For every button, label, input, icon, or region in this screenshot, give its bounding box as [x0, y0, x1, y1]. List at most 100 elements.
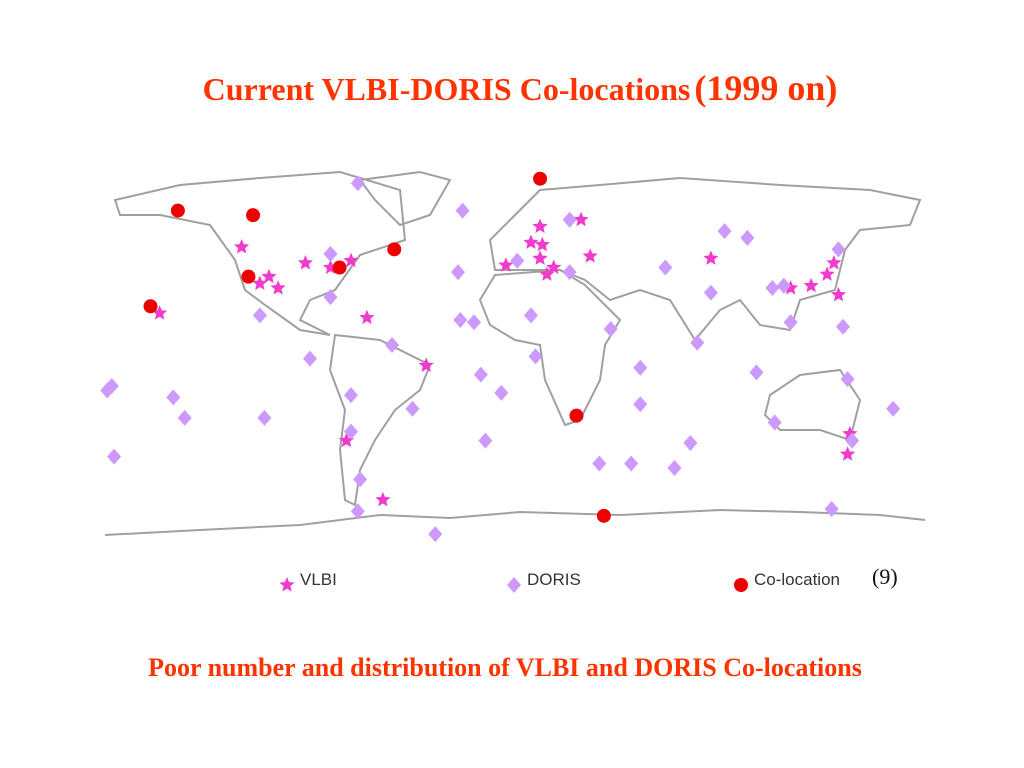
diamond-marker: [840, 371, 855, 388]
diamond-marker: [776, 277, 791, 294]
star-marker: [152, 305, 168, 320]
diamond-marker: [836, 318, 851, 335]
diamond-marker: [740, 229, 755, 246]
star-marker: [261, 268, 277, 284]
land-north-america: [113, 170, 407, 336]
star-marker: [498, 257, 514, 272]
footer-note: Poor number and distribution of VLBI and…: [148, 653, 862, 682]
diamond-marker: [703, 284, 718, 301]
star-marker: [270, 280, 286, 295]
star-marker: [539, 266, 555, 281]
diamond-marker: [510, 252, 525, 269]
circle-marker: [596, 508, 611, 523]
diamond-marker: [107, 448, 122, 465]
diamond-marker: [562, 264, 577, 281]
circle-marker: [569, 408, 584, 423]
diamond-marker: [177, 409, 192, 426]
diamond-marker: [350, 503, 365, 520]
diamond-marker: [257, 409, 272, 426]
star-marker: [830, 286, 847, 302]
diamond-marker: [831, 241, 846, 258]
diamond-marker: [783, 314, 798, 331]
star-marker: [532, 218, 548, 233]
star-marker: [375, 491, 391, 507]
star-marker: [343, 252, 359, 268]
diamond-marker: [523, 307, 538, 324]
legend-symbol: [507, 577, 521, 593]
diamond-marker: [453, 311, 468, 328]
diamond-marker: [428, 526, 443, 543]
diamond-marker: [323, 289, 338, 306]
diamond-marker: [494, 384, 509, 401]
diamond-marker: [658, 259, 673, 276]
diamond-marker: [473, 366, 488, 383]
star-marker: [582, 248, 598, 263]
land-south-america: [328, 333, 432, 507]
circle-marker: [170, 203, 185, 218]
star-marker: [803, 277, 819, 293]
land-antarctica: [104, 508, 926, 536]
star-marker: [819, 266, 835, 281]
diamond-marker: [451, 264, 466, 281]
star-marker: [532, 250, 548, 265]
circle-marker: [533, 171, 548, 186]
legend-label: VLBI: [300, 570, 337, 589]
star-marker: [523, 234, 539, 249]
title-main: Current VLBI-DORIS Co-locations: [203, 71, 691, 107]
land-greenland: [358, 170, 452, 227]
star-marker: [840, 446, 856, 461]
diamond-marker: [667, 460, 682, 477]
legend: VLBI DORIS Co-location: [279, 570, 840, 593]
diamond-marker: [633, 396, 648, 413]
star-marker: [338, 432, 354, 448]
markers: [100, 171, 901, 543]
diamond-marker: [252, 307, 267, 324]
diamond-marker: [592, 455, 607, 472]
slide-title: Current VLBI-DORIS Co-locations (1999 on…: [203, 68, 838, 108]
diamond-marker: [350, 175, 365, 192]
diamond-marker: [528, 348, 543, 365]
diamond-marker: [166, 389, 181, 406]
diamond-marker: [384, 337, 399, 353]
count-note: (9): [872, 564, 898, 589]
star-marker: [534, 236, 550, 252]
title-years: (1999 on): [694, 68, 837, 108]
diamond-marker: [749, 364, 764, 381]
legend-symbol: [734, 578, 748, 592]
star-marker: [252, 275, 268, 290]
star-marker: [546, 259, 562, 274]
diamond-marker: [343, 387, 358, 404]
circle-marker: [241, 269, 256, 284]
diamond-marker: [478, 432, 493, 449]
star-marker: [783, 280, 799, 295]
diamond-marker: [824, 501, 839, 518]
diamond-marker: [353, 471, 368, 488]
star-marker: [234, 239, 250, 254]
star-marker: [359, 309, 375, 325]
land-eurasia: [488, 176, 922, 342]
diamond-marker: [624, 455, 639, 472]
diamond-marker: [845, 432, 860, 449]
diamond-marker: [302, 350, 317, 367]
diamond-marker: [466, 314, 481, 331]
diamond-marker: [603, 321, 618, 338]
star-marker: [703, 250, 719, 265]
star-marker: [826, 255, 842, 270]
circle-marker: [332, 260, 347, 275]
diamond-marker: [405, 400, 420, 417]
diamond-marker: [104, 378, 119, 395]
star-marker: [297, 255, 313, 270]
diamond-marker: [717, 223, 732, 240]
circle-marker: [246, 208, 261, 223]
legend-symbol: [279, 577, 295, 592]
star-marker: [418, 357, 434, 372]
diamond-marker: [765, 280, 780, 297]
diamond-marker: [767, 414, 782, 431]
diamond-marker: [690, 334, 705, 351]
legend-label: Co-location: [754, 570, 840, 589]
diamond-marker: [562, 211, 577, 228]
world-map: [104, 170, 926, 536]
diamond-marker: [343, 423, 358, 440]
diamond-marker: [633, 359, 648, 376]
